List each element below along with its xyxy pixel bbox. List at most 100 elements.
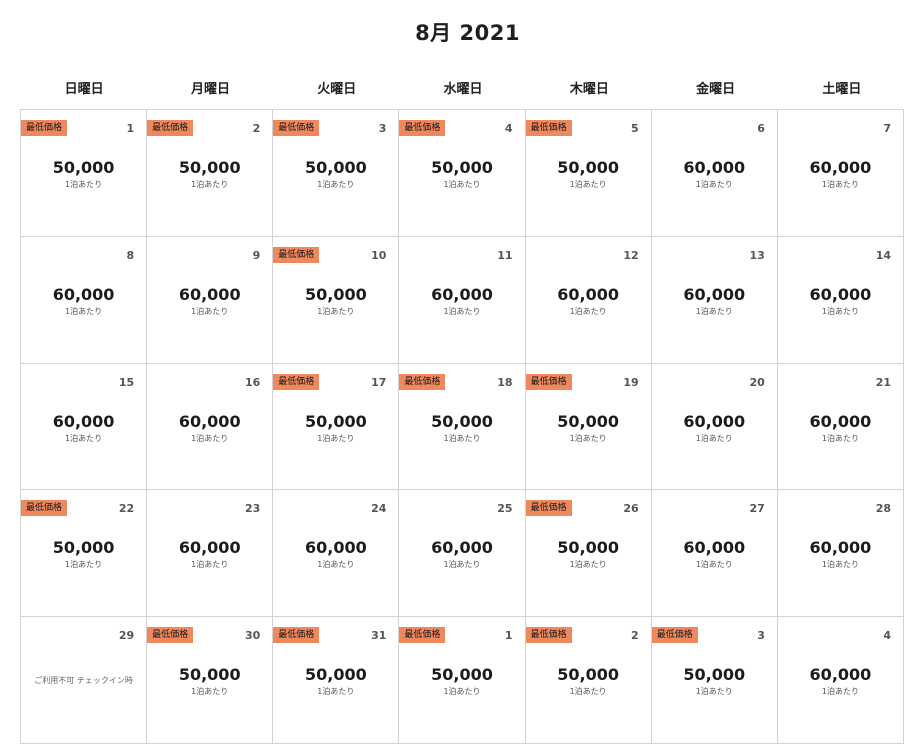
- day-cell[interactable]: 13 60,000 1泊あたり: [651, 236, 778, 364]
- day-cell[interactable]: 23 60,000 1泊あたり: [147, 490, 274, 618]
- day-number: 1: [504, 629, 513, 643]
- nightly-price: 60,000: [304, 538, 367, 558]
- day-cell[interactable]: 15 60,000 1泊あたり: [21, 363, 148, 491]
- day-number: 4: [883, 629, 891, 643]
- nightly-price: 60,000: [809, 665, 872, 685]
- day-cell[interactable]: 最低価格 3 50,000 1泊あたり: [273, 110, 400, 237]
- day-cell[interactable]: 最低価格 26 50,000 1泊あたり: [525, 490, 652, 618]
- day-number: 2: [631, 629, 639, 643]
- nightly-price: 50,000: [557, 158, 619, 177]
- day-cell[interactable]: 7 60,000 1泊あたり: [777, 110, 904, 237]
- price-unit-label: 1泊あたり: [695, 687, 733, 697]
- nightly-price: 60,000: [683, 284, 746, 304]
- day-cell[interactable]: 最低価格 4 50,000 1泊あたり: [399, 110, 526, 237]
- day-cell[interactable]: 最低価格 18 50,000 1泊あたり: [399, 363, 526, 491]
- day-number: 9: [252, 248, 261, 262]
- price-unit-label: 1泊あたり: [443, 560, 481, 570]
- nightly-price: 60,000: [178, 538, 241, 558]
- day-number: 28: [875, 502, 891, 516]
- nightly-price: 60,000: [52, 411, 115, 431]
- day-cell[interactable]: 最低価格 19 50,000 1泊あたり: [525, 363, 652, 491]
- nightly-price: 60,000: [683, 411, 746, 431]
- lowest-price-badge: 最低価格: [651, 627, 698, 644]
- day-cell[interactable]: 25 60,000 1泊あたり: [399, 490, 526, 618]
- price-unit-label: 1泊あたり: [821, 560, 859, 570]
- day-cell[interactable]: 最低価格 1 50,000 1泊あたり: [21, 110, 148, 237]
- price-unit-label: 1泊あたり: [443, 306, 481, 316]
- day-cell[interactable]: 最低価格 3 50,000 1泊あたり: [651, 617, 778, 744]
- day-number: 29: [118, 629, 135, 643]
- price-unit-label: 1泊あたり: [317, 180, 355, 189]
- day-cell[interactable]: 最低価格 17 50,000 1泊あたり: [273, 363, 400, 491]
- day-cell[interactable]: 6 60,000 1泊あたり: [651, 110, 778, 237]
- calendar-grid: 最低価格 1 50,000 1泊あたり 最低価格 2 50,000 1泊あたり 最低価格 3 50,…: [20, 109, 904, 744]
- price-unit-label: 1泊あたり: [317, 433, 355, 443]
- day-cell[interactable]: 4 60,000 1泊あたり: [777, 617, 904, 744]
- lowest-price-badge: 最低価格: [21, 120, 68, 136]
- day-cell[interactable]: 21 60,000 1泊あたり: [777, 363, 904, 491]
- price-unit-label: 1泊あたり: [191, 180, 229, 189]
- day-cell[interactable]: 20 60,000 1泊あたり: [651, 363, 778, 491]
- day-number: 20: [749, 375, 765, 389]
- price-unit-label: 1泊あたり: [569, 560, 607, 570]
- lowest-price-badge: 最低価格: [273, 246, 320, 263]
- day-cell[interactable]: 16 60,000 1泊あたり: [147, 363, 274, 491]
- day-cell[interactable]: 最低価格 31 50,000 1泊あたり: [273, 617, 400, 744]
- weekday-label: 月曜日: [190, 82, 230, 97]
- price-unit-label: 1泊あたり: [443, 180, 481, 189]
- nightly-price: 60,000: [683, 158, 746, 177]
- day-cell[interactable]: 14 60,000 1泊あたり: [777, 236, 904, 364]
- lowest-price-badge: 最低価格: [525, 500, 572, 517]
- weekday-label: 土曜日: [822, 82, 862, 97]
- day-number: 7: [883, 122, 891, 135]
- lowest-price-badge: 最低価格: [525, 120, 572, 136]
- day-cell[interactable]: 12 60,000 1泊あたり: [525, 236, 652, 364]
- price-unit-label: 1泊あたり: [191, 433, 229, 443]
- unavailable-label: ご利用不可 チェックイン時: [34, 676, 133, 686]
- lowest-price-badge: 最低価格: [273, 627, 320, 644]
- price-unit-label: 1泊あたり: [317, 687, 355, 697]
- price-unit-label: 1泊あたり: [695, 560, 733, 570]
- nightly-price: 60,000: [431, 284, 493, 304]
- day-cell[interactable]: 最低価格 10 50,000 1泊あたり: [273, 236, 400, 364]
- price-unit-label: 1泊あたり: [695, 306, 733, 316]
- day-cell[interactable]: 最低価格 30 50,000 1泊あたり: [147, 617, 274, 744]
- day-cell[interactable]: 最低価格 5 50,000 1泊あたり: [525, 110, 652, 237]
- nightly-price: 50,000: [178, 158, 241, 177]
- day-cell[interactable]: 24 60,000 1泊あたり: [273, 490, 400, 618]
- price-unit-label: 1泊あたり: [821, 433, 859, 443]
- nightly-price: 50,000: [557, 665, 619, 685]
- price-unit-label: 1泊あたり: [191, 687, 229, 697]
- day-cell[interactable]: 最低価格 2 50,000 1泊あたり: [147, 110, 274, 237]
- nightly-price: 60,000: [809, 158, 872, 177]
- price-unit-label: 1泊あたり: [191, 560, 229, 570]
- nightly-price: 50,000: [304, 411, 367, 431]
- nightly-price: 60,000: [809, 411, 872, 431]
- nightly-price: 60,000: [683, 538, 746, 558]
- day-cell[interactable]: 28 60,000 1泊あたり: [777, 490, 904, 618]
- day-number: 5: [631, 122, 639, 135]
- day-cell[interactable]: 9 60,000 1泊あたり: [147, 236, 274, 364]
- day-number: 21: [875, 375, 891, 389]
- day-cell[interactable]: 11 60,000 1泊あたり: [399, 236, 526, 364]
- price-unit-label: 1泊あたり: [65, 306, 103, 316]
- nightly-price: 50,000: [683, 665, 746, 685]
- price-unit-label: 1泊あたり: [695, 433, 733, 443]
- day-cell[interactable]: 27 60,000 1泊あたり: [651, 490, 778, 618]
- price-unit-label: 1泊あたり: [443, 433, 481, 443]
- weekday-label: 水曜日: [443, 82, 483, 97]
- day-cell[interactable]: 8 60,000 1泊あたり: [21, 236, 148, 364]
- day-cell[interactable]: 最低価格 2 50,000 1泊あたり: [525, 617, 652, 744]
- day-cell[interactable]: 最低価格 22 50,000 1泊あたり: [21, 490, 148, 618]
- day-number: 12: [623, 248, 639, 262]
- day-number: 22: [118, 502, 135, 516]
- lowest-price-badge: 最低価格: [147, 120, 194, 136]
- nightly-price: 50,000: [304, 158, 367, 177]
- nightly-price: 50,000: [178, 665, 241, 685]
- price-unit-label: 1泊あたり: [821, 687, 859, 697]
- day-number: 30: [244, 629, 261, 643]
- day-cell[interactable]: 最低価格 1 50,000 1泊あたり: [399, 617, 526, 744]
- nightly-price: 60,000: [809, 284, 872, 304]
- lowest-price-badge: 最低価格: [273, 373, 320, 390]
- price-unit-label: 1泊あたり: [443, 687, 481, 697]
